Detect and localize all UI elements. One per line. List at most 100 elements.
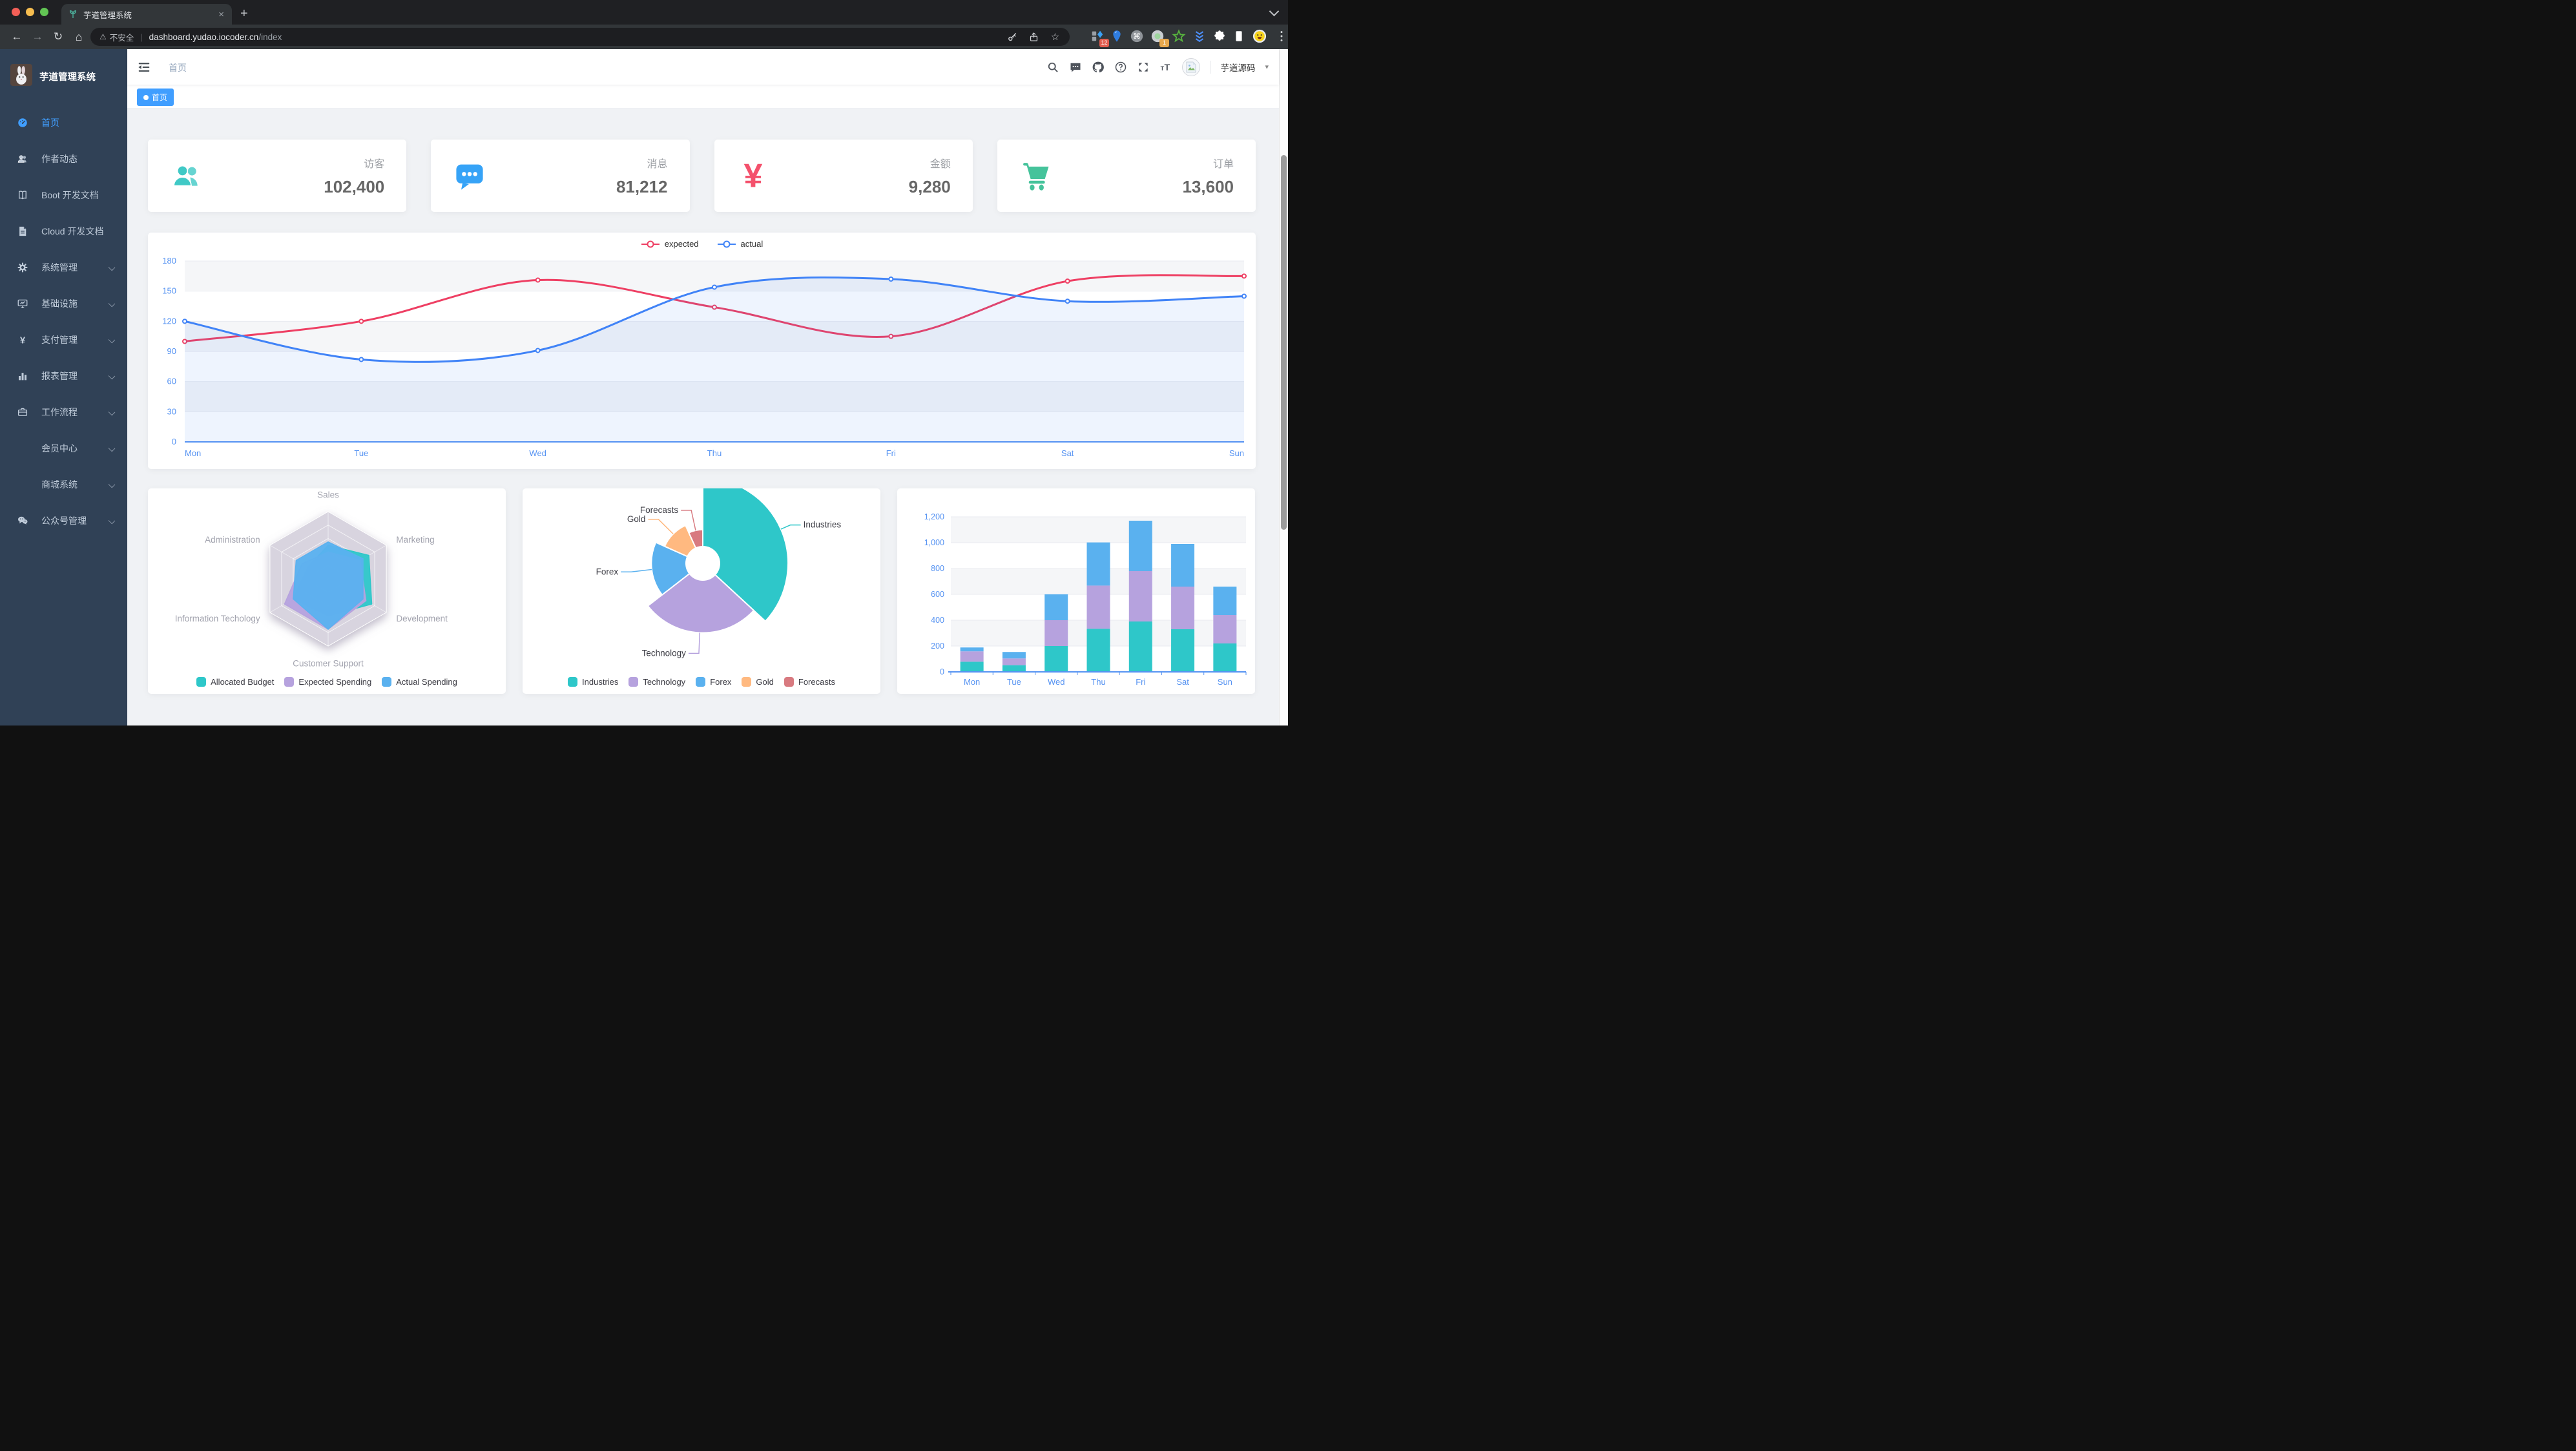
line-chart-legend: expected actual (148, 239, 1256, 249)
security-label[interactable]: 不安全 (109, 33, 134, 43)
puzzle-icon[interactable] (1212, 29, 1228, 45)
legend-chip (696, 677, 706, 687)
home-icon[interactable]: ⌂ (75, 30, 83, 43)
breadcrumb[interactable]: 首页 (169, 63, 187, 73)
legend-item-allocated-budget[interactable]: Allocated Budget (196, 677, 274, 687)
svg-text:Sat: Sat (1176, 677, 1189, 687)
sidebar-item-member-center[interactable]: 会员中心 (0, 430, 127, 466)
sidebar-item-home[interactable]: 首页 (0, 105, 127, 141)
url-path[interactable]: /index (258, 32, 282, 42)
document-icon (17, 225, 28, 237)
ext-chevrons-icon[interactable] (1192, 29, 1208, 45)
ext-circle-icon[interactable]: 1 (1150, 29, 1169, 47)
new-tab-button[interactable]: + (240, 6, 248, 21)
sidebar-item-boot-docs[interactable]: Boot 开发文档 (0, 177, 127, 213)
bar-chart-panel: 0 200 400 600 800 1,000 1,200 Mon Tue Wed Thu Fri Sa… (897, 488, 1255, 694)
sidebar-item-cloud-docs[interactable]: Cloud 开发文档 (0, 213, 127, 249)
tab-search-chevron-icon[interactable] (1269, 6, 1280, 17)
sidebar-item-label: 公众号管理 (41, 516, 87, 526)
github-icon[interactable] (1092, 61, 1105, 74)
hamburger-icon[interactable] (137, 60, 151, 74)
user-name[interactable]: 芋道源码 (1220, 63, 1256, 73)
svg-text:Customer Support: Customer Support (293, 659, 364, 669)
svg-text:Industries: Industries (804, 520, 842, 530)
stat-card-orders[interactable]: 订单 13,600 (997, 140, 1256, 212)
sidebar-item-system[interactable]: 系统管理 (0, 249, 127, 286)
sidebar-item-author-news[interactable]: 作者动态 (0, 141, 127, 177)
svg-text:30: 30 (167, 406, 176, 416)
tab-close-icon[interactable]: × (218, 8, 224, 20)
legend-item-forex[interactable]: Forex (696, 677, 731, 687)
sidebar-item-mall-system[interactable]: 商城系统 (0, 466, 127, 503)
svg-text:Wed: Wed (1048, 677, 1065, 687)
profile-smiley-icon[interactable] (1252, 29, 1268, 45)
legend-item-technology[interactable]: Technology (628, 677, 685, 687)
forward-icon[interactable]: → (32, 30, 43, 43)
stat-card-visitors[interactable]: 访客 102,400 (148, 140, 407, 212)
legend-item-expected[interactable]: expected (641, 239, 699, 249)
key-icon[interactable] (1007, 32, 1018, 43)
extension-badge: 1 (1159, 39, 1169, 47)
radar-chart-legend: Allocated Budget Expected Spending Actual … (148, 677, 506, 687)
legend-label: expected (664, 239, 699, 249)
close-window-button[interactable] (12, 8, 20, 16)
sidebar-item-payment[interactable]: ¥ 支付管理 (0, 322, 127, 358)
ext-pin-icon[interactable] (1110, 29, 1125, 45)
kebab-icon[interactable] (1274, 29, 1288, 45)
browser-tab[interactable]: 芋道管理系统 × (61, 4, 232, 25)
sidebar-item-infrastructure[interactable]: 基础设施 (0, 286, 127, 322)
legend-chip (628, 677, 639, 687)
chevron-down-icon (108, 372, 116, 380)
minimize-window-button[interactable] (26, 8, 34, 16)
stat-card-amount[interactable]: ¥ 金额 9,280 (714, 140, 973, 212)
sidebar-menu: 首页 作者动态 Boot 开发文档 Cloud 开发文档 系统管理 基础设施 ¥ 支付管理报表… (0, 105, 127, 539)
svg-text:Mon: Mon (964, 677, 980, 687)
chevron-down-icon[interactable]: ▾ (1265, 63, 1269, 71)
stat-label: 访客 (364, 158, 385, 170)
user-avatar-broken-image-icon[interactable] (1182, 57, 1201, 76)
sidebar-item-workflow[interactable]: 工作流程 (0, 394, 127, 430)
search-icon[interactable] (1046, 61, 1059, 74)
scrollbar-thumb[interactable] (1281, 155, 1287, 530)
legend-label: Gold (756, 677, 774, 687)
reload-icon[interactable]: ↻ (53, 30, 63, 43)
ext-star-icon[interactable] (1172, 29, 1187, 45)
share-icon[interactable] (1028, 32, 1039, 43)
svg-text:Tue: Tue (354, 448, 368, 458)
url-separator: | (140, 32, 143, 42)
ext-command-icon[interactable]: ⌘ (1130, 29, 1145, 45)
svg-text:Marketing: Marketing (396, 535, 434, 545)
zoom-window-button[interactable] (40, 8, 48, 16)
legend-item-expected-spending[interactable]: Expected Spending (284, 677, 371, 687)
chevron-down-icon (108, 481, 116, 488)
legend-item-actual[interactable]: actual (717, 239, 763, 249)
fullscreen-icon[interactable] (1137, 61, 1150, 74)
legend-item-industries[interactable]: Industries (568, 677, 618, 687)
url-host[interactable]: dashboard.yudao.iocoder.cn (149, 32, 259, 42)
back-icon[interactable]: ← (11, 30, 23, 43)
ext-grid-icon[interactable]: 12 (1090, 29, 1109, 47)
svg-text:Information Techology: Information Techology (175, 614, 260, 623)
legend-item-forecasts[interactable]: Forecasts (784, 677, 835, 687)
stat-card-messages[interactable]: 消息 81,212 (431, 140, 690, 212)
legend-chip (196, 677, 207, 687)
sidebar-item-label: 支付管理 (41, 335, 78, 345)
legend-item-gold[interactable]: Gold (742, 677, 774, 687)
svg-text:¥: ¥ (20, 335, 26, 346)
sidebar-item-official-account[interactable]: 公众号管理 (0, 503, 127, 539)
svg-text:400: 400 (931, 616, 944, 625)
address-bar[interactable]: ⚠ 不安全 | dashboard.yudao.iocoder.cn/index… (90, 28, 1070, 46)
svg-text:600: 600 (931, 590, 944, 599)
app-logo[interactable]: 芋道管理系统 (0, 49, 127, 93)
legend-item-actual-spending[interactable]: Actual Spending (382, 677, 457, 687)
sidebar-item-report[interactable]: 报表管理 (0, 358, 127, 394)
message-icon[interactable] (1069, 61, 1082, 74)
svg-text:200: 200 (931, 642, 944, 651)
reader-icon[interactable] (1232, 29, 1247, 45)
money-icon: ¥ (736, 157, 770, 194)
question-icon[interactable] (1114, 61, 1127, 74)
tag-home[interactable]: 首页 (137, 89, 174, 106)
star-icon[interactable]: ☆ (1050, 31, 1060, 43)
chart-bar-icon (17, 370, 28, 382)
